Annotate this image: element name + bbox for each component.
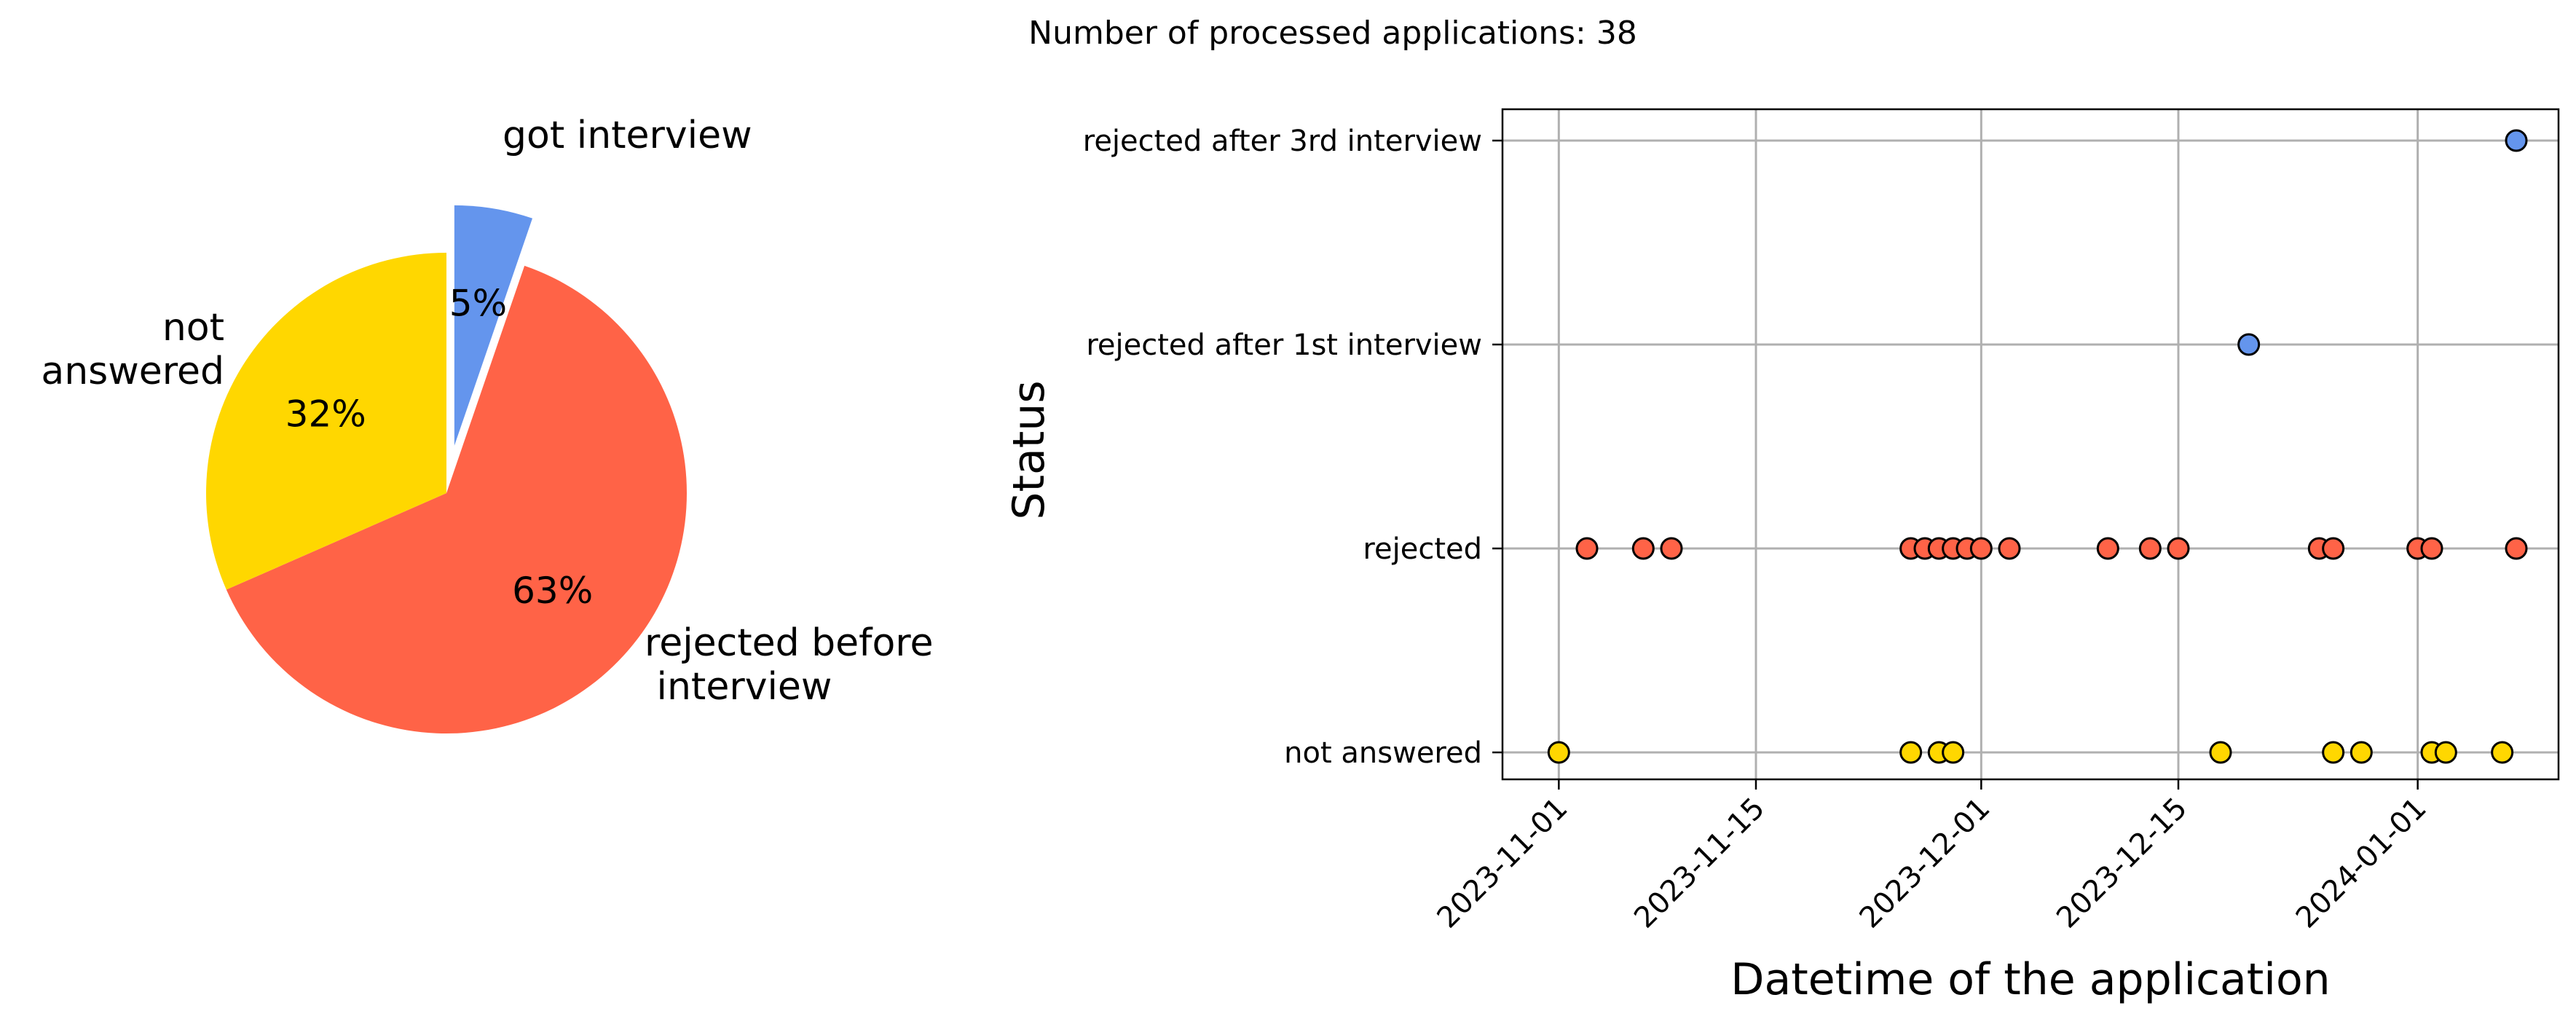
pie-slice-rejected-before-interview <box>226 265 687 734</box>
plot-frame <box>1501 108 2560 781</box>
scatter-point-not-answered <box>2434 741 2457 764</box>
scatter-point-not-answered <box>1547 741 1570 764</box>
y-axis: not answered rejected rejected after 1st i… <box>1083 125 1502 770</box>
grid-lines <box>1502 109 2559 779</box>
pie-category-label: got interview <box>503 114 752 157</box>
figure-title: Number of processed applications: 38 <box>1028 15 1637 52</box>
pie-pct-label: 63% <box>512 570 593 612</box>
x-tick-label: 2024-01-01 <box>2290 792 2433 935</box>
pie-chart: 5% got interview 63% rejected before interv… <box>41 114 934 734</box>
x-axis-label: Datetime of the application <box>1730 954 2330 1005</box>
scatter-point-rejected <box>2167 537 2190 560</box>
y-tick-label: not answered <box>1284 736 1482 770</box>
pie-slice-got-interview <box>454 205 533 446</box>
pie-category-label: not answered <box>41 306 224 393</box>
scatter-point-rejected <box>2138 537 2162 560</box>
pie-slice-not-answered <box>206 253 446 590</box>
scatter-point-rejected <box>1998 537 2021 560</box>
y-tick-label: rejected <box>1363 532 1482 566</box>
scatter-point-not-answered <box>1942 741 1965 764</box>
pie-pct-label: 32% <box>285 393 366 436</box>
pie-category-label: rejected before interview <box>645 621 934 709</box>
scatter-point-rejected <box>2420 537 2443 560</box>
scatter-point-not-answered <box>2349 741 2373 764</box>
x-tick-label: 2023-12-01 <box>1853 792 1996 935</box>
x-tick-label: 2023-11-01 <box>1430 792 1574 935</box>
scatter-point-not-answered <box>2322 741 2345 764</box>
scatter-point-rejected <box>1660 537 1683 560</box>
scatter-point-rejected <box>1631 537 1655 560</box>
data-points <box>1547 129 2528 764</box>
scatter-point-rejected <box>2322 537 2345 560</box>
scatter-point-rejected <box>2096 537 2119 560</box>
scatter-point-rejected <box>1575 537 1599 560</box>
scatter-point-rejected-after-3rd-interview <box>2505 129 2528 152</box>
scatter-point-not-answered <box>2491 741 2514 764</box>
y-tick-label: rejected after 3rd interview <box>1083 125 1482 158</box>
scatter-point-not-answered <box>2209 741 2232 764</box>
scatter-point-rejected <box>1969 537 1993 560</box>
scatter-chart: not answered rejected rejected after 1st i… <box>1004 108 2560 1005</box>
y-tick-label: rejected after 1st interview <box>1086 328 1482 362</box>
scatter-point-not-answered <box>1899 741 1923 764</box>
x-tick-label: 2023-12-15 <box>2050 792 2194 935</box>
scatter-point-rejected <box>2505 537 2528 560</box>
scatter-point-rejected-after-1st-interview <box>2237 333 2261 356</box>
pie-pct-label: 5% <box>449 283 507 325</box>
x-axis: 2023-11-01 2023-11-15 2023-12-01 2023-12-15… <box>1430 779 2433 934</box>
x-tick-label: 2023-11-15 <box>1628 792 1771 935</box>
y-axis-label: Status <box>1004 380 1055 519</box>
